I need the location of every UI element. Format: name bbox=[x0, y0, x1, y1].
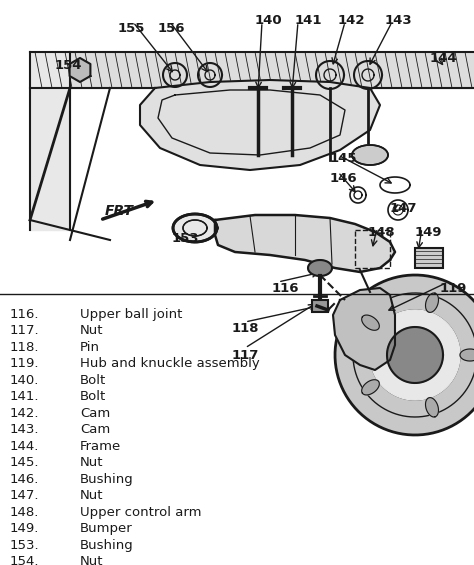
Text: 154.: 154. bbox=[10, 555, 39, 565]
Polygon shape bbox=[387, 327, 443, 383]
Text: 140.: 140. bbox=[10, 374, 39, 387]
Polygon shape bbox=[335, 275, 474, 435]
Polygon shape bbox=[70, 58, 91, 82]
Text: 141: 141 bbox=[295, 14, 322, 27]
Text: 143.: 143. bbox=[10, 423, 39, 436]
Text: 143: 143 bbox=[385, 14, 413, 27]
Text: Nut: Nut bbox=[80, 555, 103, 565]
Text: Bumper: Bumper bbox=[80, 522, 133, 535]
Text: FRT: FRT bbox=[105, 204, 134, 218]
Polygon shape bbox=[333, 288, 395, 370]
Text: 156: 156 bbox=[158, 22, 185, 35]
Text: 141.: 141. bbox=[10, 390, 39, 403]
Text: 119: 119 bbox=[440, 282, 467, 295]
Text: 117.: 117. bbox=[10, 324, 40, 337]
Text: 147.: 147. bbox=[10, 489, 39, 502]
Text: 142: 142 bbox=[338, 14, 365, 27]
Polygon shape bbox=[362, 380, 379, 395]
Text: 117: 117 bbox=[232, 349, 259, 362]
Text: Hub and knuckle assembly: Hub and knuckle assembly bbox=[80, 357, 260, 370]
Polygon shape bbox=[362, 315, 379, 331]
Text: 146: 146 bbox=[330, 172, 357, 185]
Polygon shape bbox=[460, 349, 474, 361]
Text: 116.: 116. bbox=[10, 308, 39, 321]
Text: 149: 149 bbox=[415, 226, 443, 239]
Polygon shape bbox=[426, 293, 438, 312]
Text: 144: 144 bbox=[430, 52, 457, 65]
Polygon shape bbox=[215, 215, 395, 272]
Text: 148: 148 bbox=[368, 226, 396, 239]
Text: Upper control arm: Upper control arm bbox=[80, 506, 201, 519]
Text: 153.: 153. bbox=[10, 539, 40, 552]
FancyBboxPatch shape bbox=[312, 300, 328, 312]
Text: 119.: 119. bbox=[10, 357, 39, 370]
Text: 155: 155 bbox=[118, 22, 146, 35]
Text: 148.: 148. bbox=[10, 506, 39, 519]
Text: 144.: 144. bbox=[10, 440, 39, 453]
Polygon shape bbox=[308, 260, 332, 276]
Text: Nut: Nut bbox=[80, 489, 103, 502]
Text: 118.: 118. bbox=[10, 341, 39, 354]
Text: 116: 116 bbox=[272, 282, 300, 295]
Text: 149.: 149. bbox=[10, 522, 39, 535]
Text: Bushing: Bushing bbox=[80, 539, 134, 552]
Text: 140: 140 bbox=[255, 14, 283, 27]
Polygon shape bbox=[426, 398, 438, 417]
Text: 145: 145 bbox=[330, 152, 357, 165]
Polygon shape bbox=[352, 145, 388, 165]
Text: Frame: Frame bbox=[80, 440, 121, 453]
Text: Bolt: Bolt bbox=[80, 374, 106, 387]
Text: 145.: 145. bbox=[10, 457, 39, 470]
Text: 142.: 142. bbox=[10, 407, 39, 420]
FancyBboxPatch shape bbox=[415, 248, 443, 268]
Polygon shape bbox=[370, 310, 460, 400]
Text: Bolt: Bolt bbox=[80, 390, 106, 403]
Text: Upper ball joint: Upper ball joint bbox=[80, 308, 182, 321]
Text: Cam: Cam bbox=[80, 407, 110, 420]
Text: 147: 147 bbox=[390, 202, 418, 215]
Text: Bushing: Bushing bbox=[80, 473, 134, 486]
Text: Pin: Pin bbox=[80, 341, 100, 354]
Text: 146.: 146. bbox=[10, 473, 39, 486]
Text: 154: 154 bbox=[55, 59, 82, 72]
Polygon shape bbox=[173, 214, 217, 242]
Text: 153: 153 bbox=[172, 232, 200, 245]
Polygon shape bbox=[140, 80, 380, 170]
Text: Nut: Nut bbox=[80, 457, 103, 470]
Text: 118: 118 bbox=[232, 322, 259, 335]
Text: Nut: Nut bbox=[80, 324, 103, 337]
Text: Cam: Cam bbox=[80, 423, 110, 436]
